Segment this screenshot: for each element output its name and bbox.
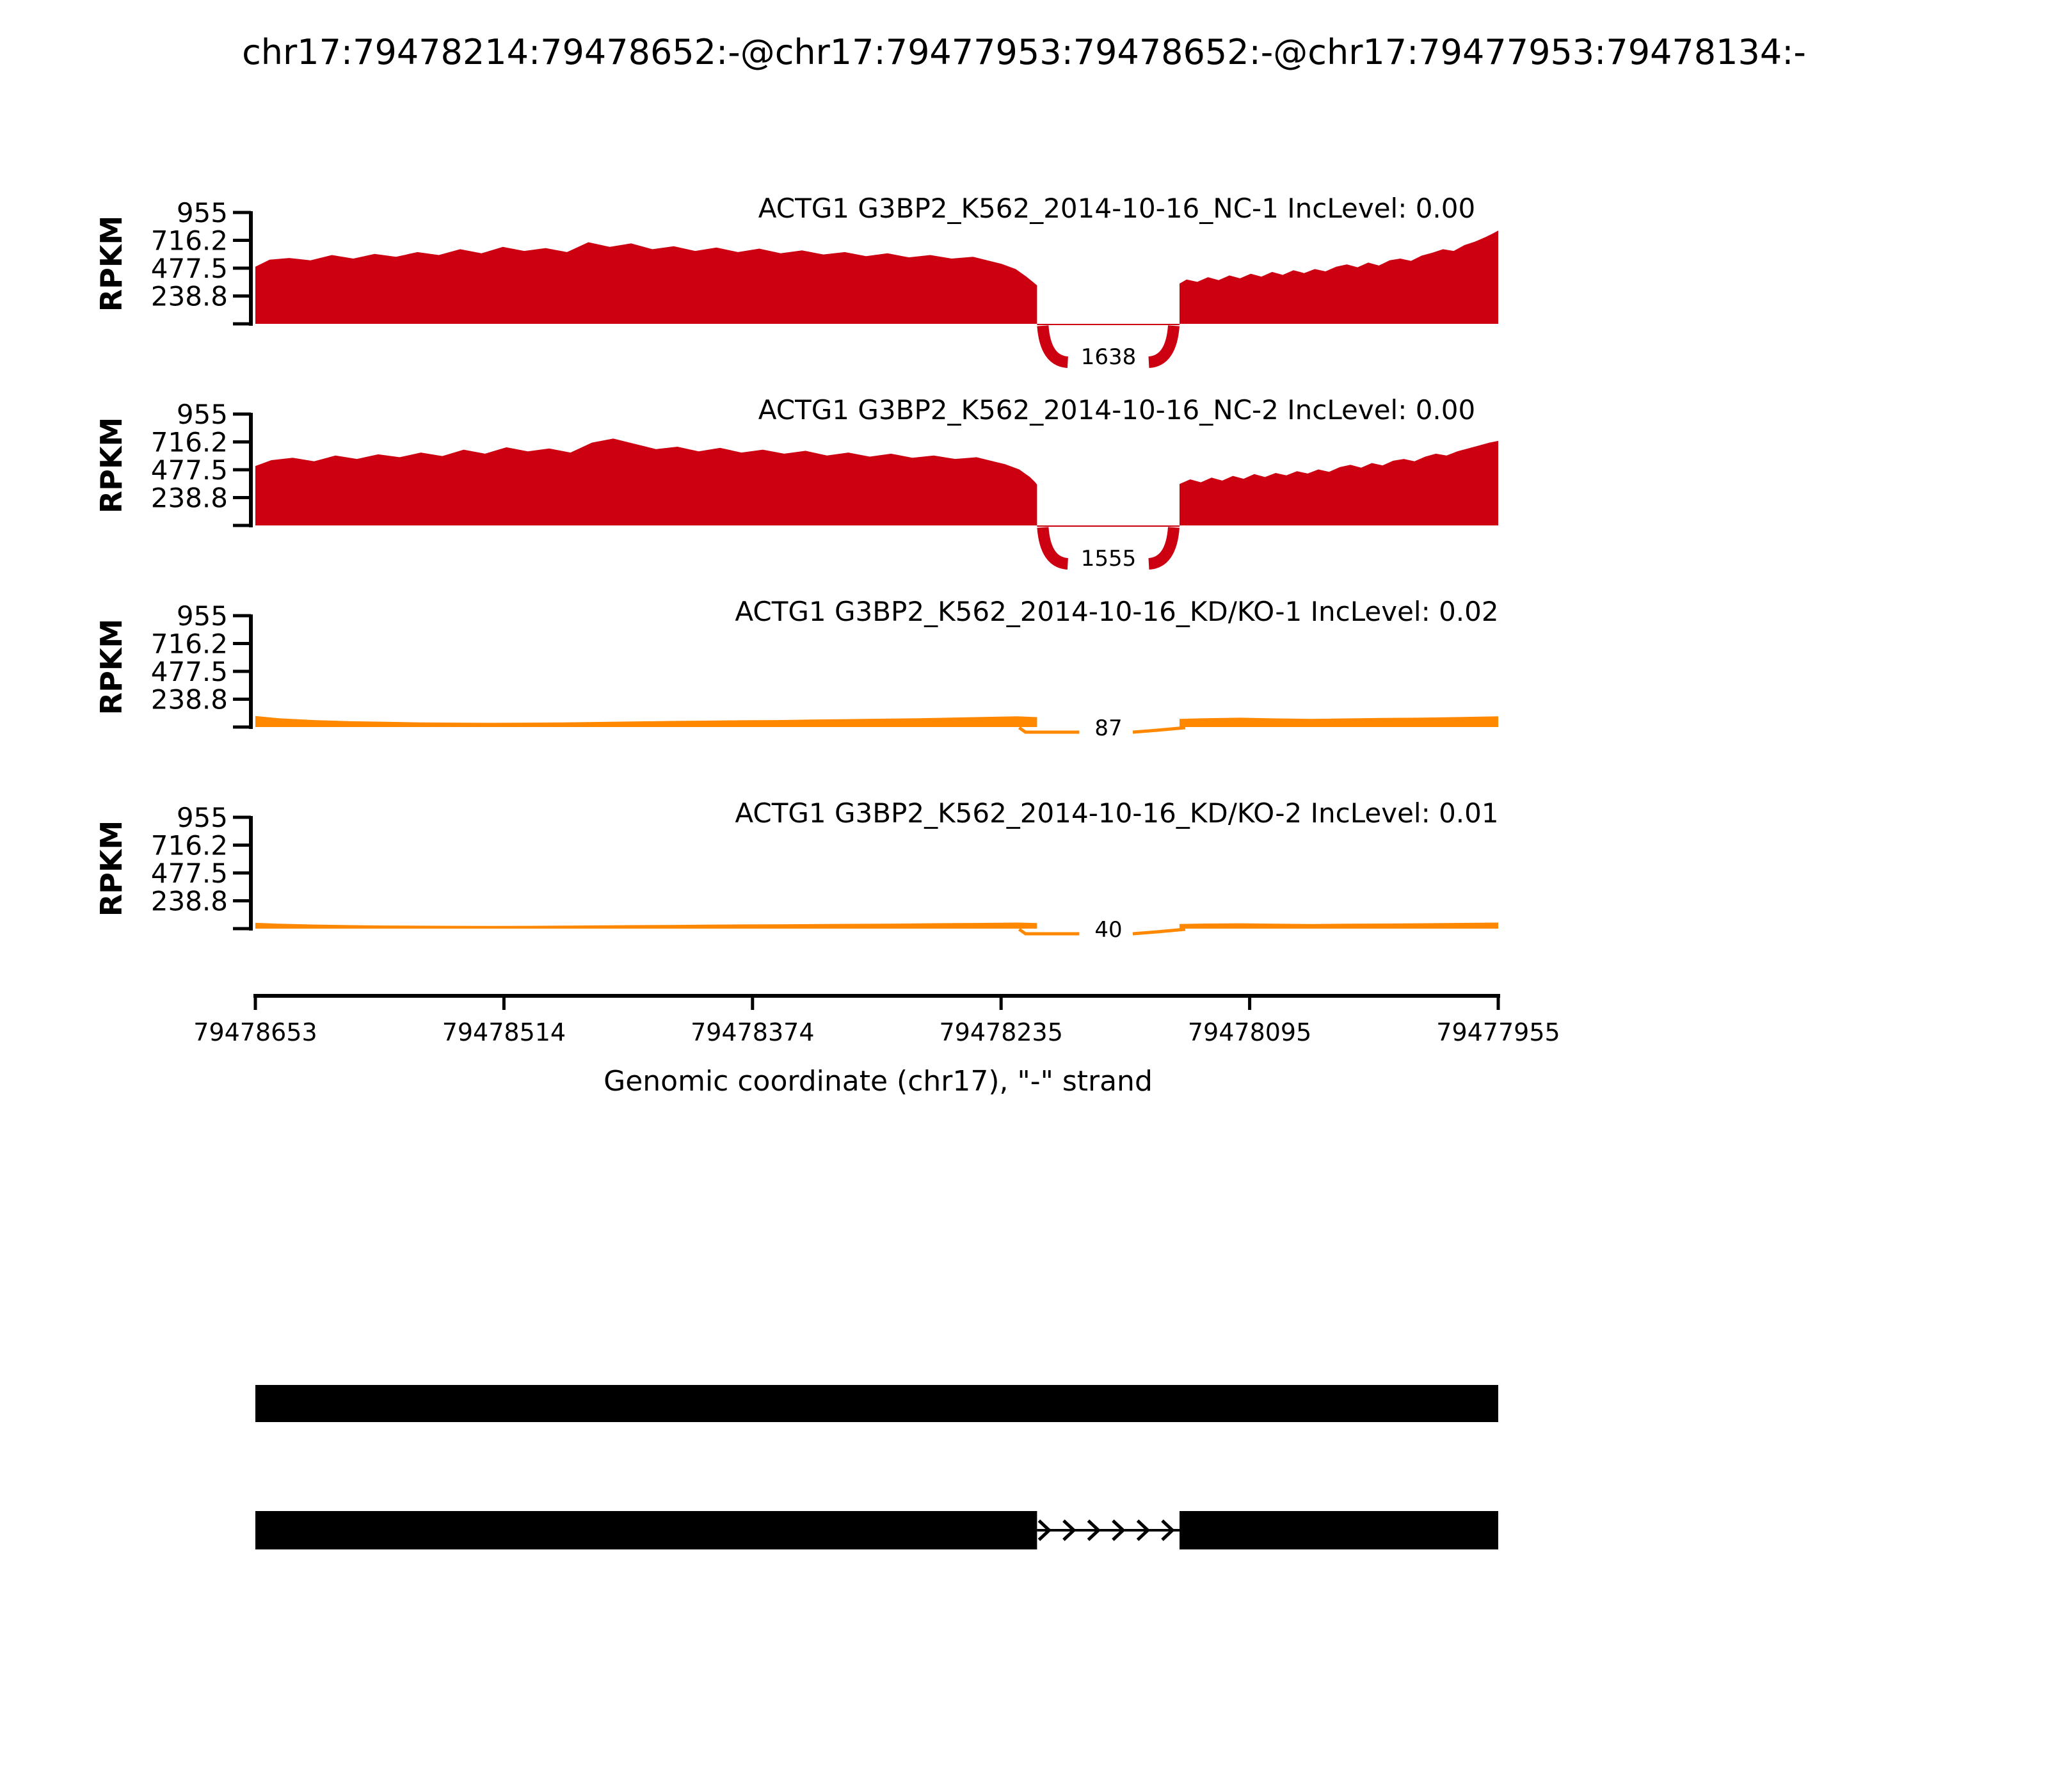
transcript-2-exon-left [255,1511,1037,1549]
figure-title: chr17:79478214:79478652:-@chr17:79477953… [242,32,1806,72]
coverage-area [1180,716,1498,727]
y-tick-label: 238.8 [151,886,228,917]
y-axis-title: RPKM [94,417,129,514]
coverage-track-nc-2: 1555 955 716.2 477.5 238.8 RPKM ACTG1 G3… [94,394,1498,572]
coverage-track-kdko-2: 40 955 716.2 477.5 238.8 RPKM ACTG1 G3BP… [94,797,1499,943]
junction-arc-left [1037,325,1069,368]
y-tick-label: 716.2 [151,628,228,660]
y-tick-label: 716.2 [151,427,228,458]
track-title: ACTG1 G3BP2_K562_2014-10-16_NC-1 IncLeve… [758,193,1475,224]
track-title: ACTG1 G3BP2_K562_2014-10-16_KD/KO-2 IncL… [735,797,1498,829]
strand-arrow-icon [1037,1519,1052,1541]
x-axis: 79478653 79478514 79478374 79478235 7947… [193,994,1560,1098]
x-tick-label: 79478514 [442,1018,566,1046]
y-tick-label: 716.2 [151,830,228,861]
coverage-track-kdko-1: 87 955 716.2 477.5 238.8 RPKM ACTG1 G3BP… [94,596,1499,741]
x-axis-title: Genomic coordinate (chr17), "-" strand [604,1065,1153,1098]
x-tick-label: 79477955 [1436,1018,1560,1046]
coverage-area [255,242,1037,324]
strand-arrow-icon [1112,1519,1126,1541]
x-tick-label: 79478235 [939,1018,1062,1046]
junction-line-left [1018,726,1080,734]
y-tick-label: 955 [177,399,228,430]
coverage-area [1180,922,1498,929]
junction-read-count: 40 [1094,917,1122,943]
junction-read-count: 87 [1094,716,1122,741]
junction-arc-right [1148,527,1180,570]
track-title: ACTG1 G3BP2_K562_2014-10-16_NC-2 IncLeve… [758,394,1475,426]
strand-arrow-icon [1136,1519,1151,1541]
intron-strand-arrows [1037,1519,1175,1541]
junction-read-count: 1638 [1081,344,1137,370]
y-tick-label: 238.8 [151,483,228,514]
y-axis-title: RPKM [94,216,129,312]
coverage-area [255,438,1037,525]
y-tick-label: 955 [177,600,228,632]
junction-line-left [1018,927,1080,936]
junction-line-right [1132,927,1186,936]
y-tick-label: 955 [177,197,228,228]
junction-line-right [1132,726,1186,734]
x-tick-label: 79478374 [691,1018,814,1046]
strand-arrow-icon [1062,1519,1076,1541]
strand-arrow-icon [1087,1519,1101,1541]
transcript-1-exon [255,1385,1498,1422]
y-tick-label: 955 [177,802,228,833]
coverage-area [255,922,1037,929]
coverage-area [1180,440,1498,525]
y-axis-title: RPKM [94,820,129,917]
junction-read-count: 1555 [1081,546,1137,572]
coverage-track-nc-1: 1638 955 716.2 477.5 238.8 RPKM ACTG1 G3… [94,193,1498,370]
coverage-area [1180,230,1498,324]
y-tick-label: 238.8 [151,281,228,312]
junction-arc-right [1148,325,1180,368]
y-tick-label: 477.5 [151,253,228,284]
y-axis-title: RPKM [94,619,129,716]
y-tick-label: 477.5 [151,454,228,486]
transcript-2-exon-right [1180,1511,1498,1549]
junction-arc-left [1037,527,1069,570]
y-tick-label: 716.2 [151,225,228,257]
y-tick-label: 238.8 [151,684,228,716]
gene-model [255,1385,1498,1549]
strand-arrow-icon [1161,1519,1175,1541]
track-title: ACTG1 G3BP2_K562_2014-10-16_KD/KO-1 IncL… [735,596,1498,627]
x-tick-label: 79478095 [1188,1018,1311,1046]
coverage-area [255,716,1037,727]
y-tick-label: 477.5 [151,656,228,687]
x-tick-label: 79478653 [193,1018,317,1046]
y-tick-label: 477.5 [151,858,228,889]
